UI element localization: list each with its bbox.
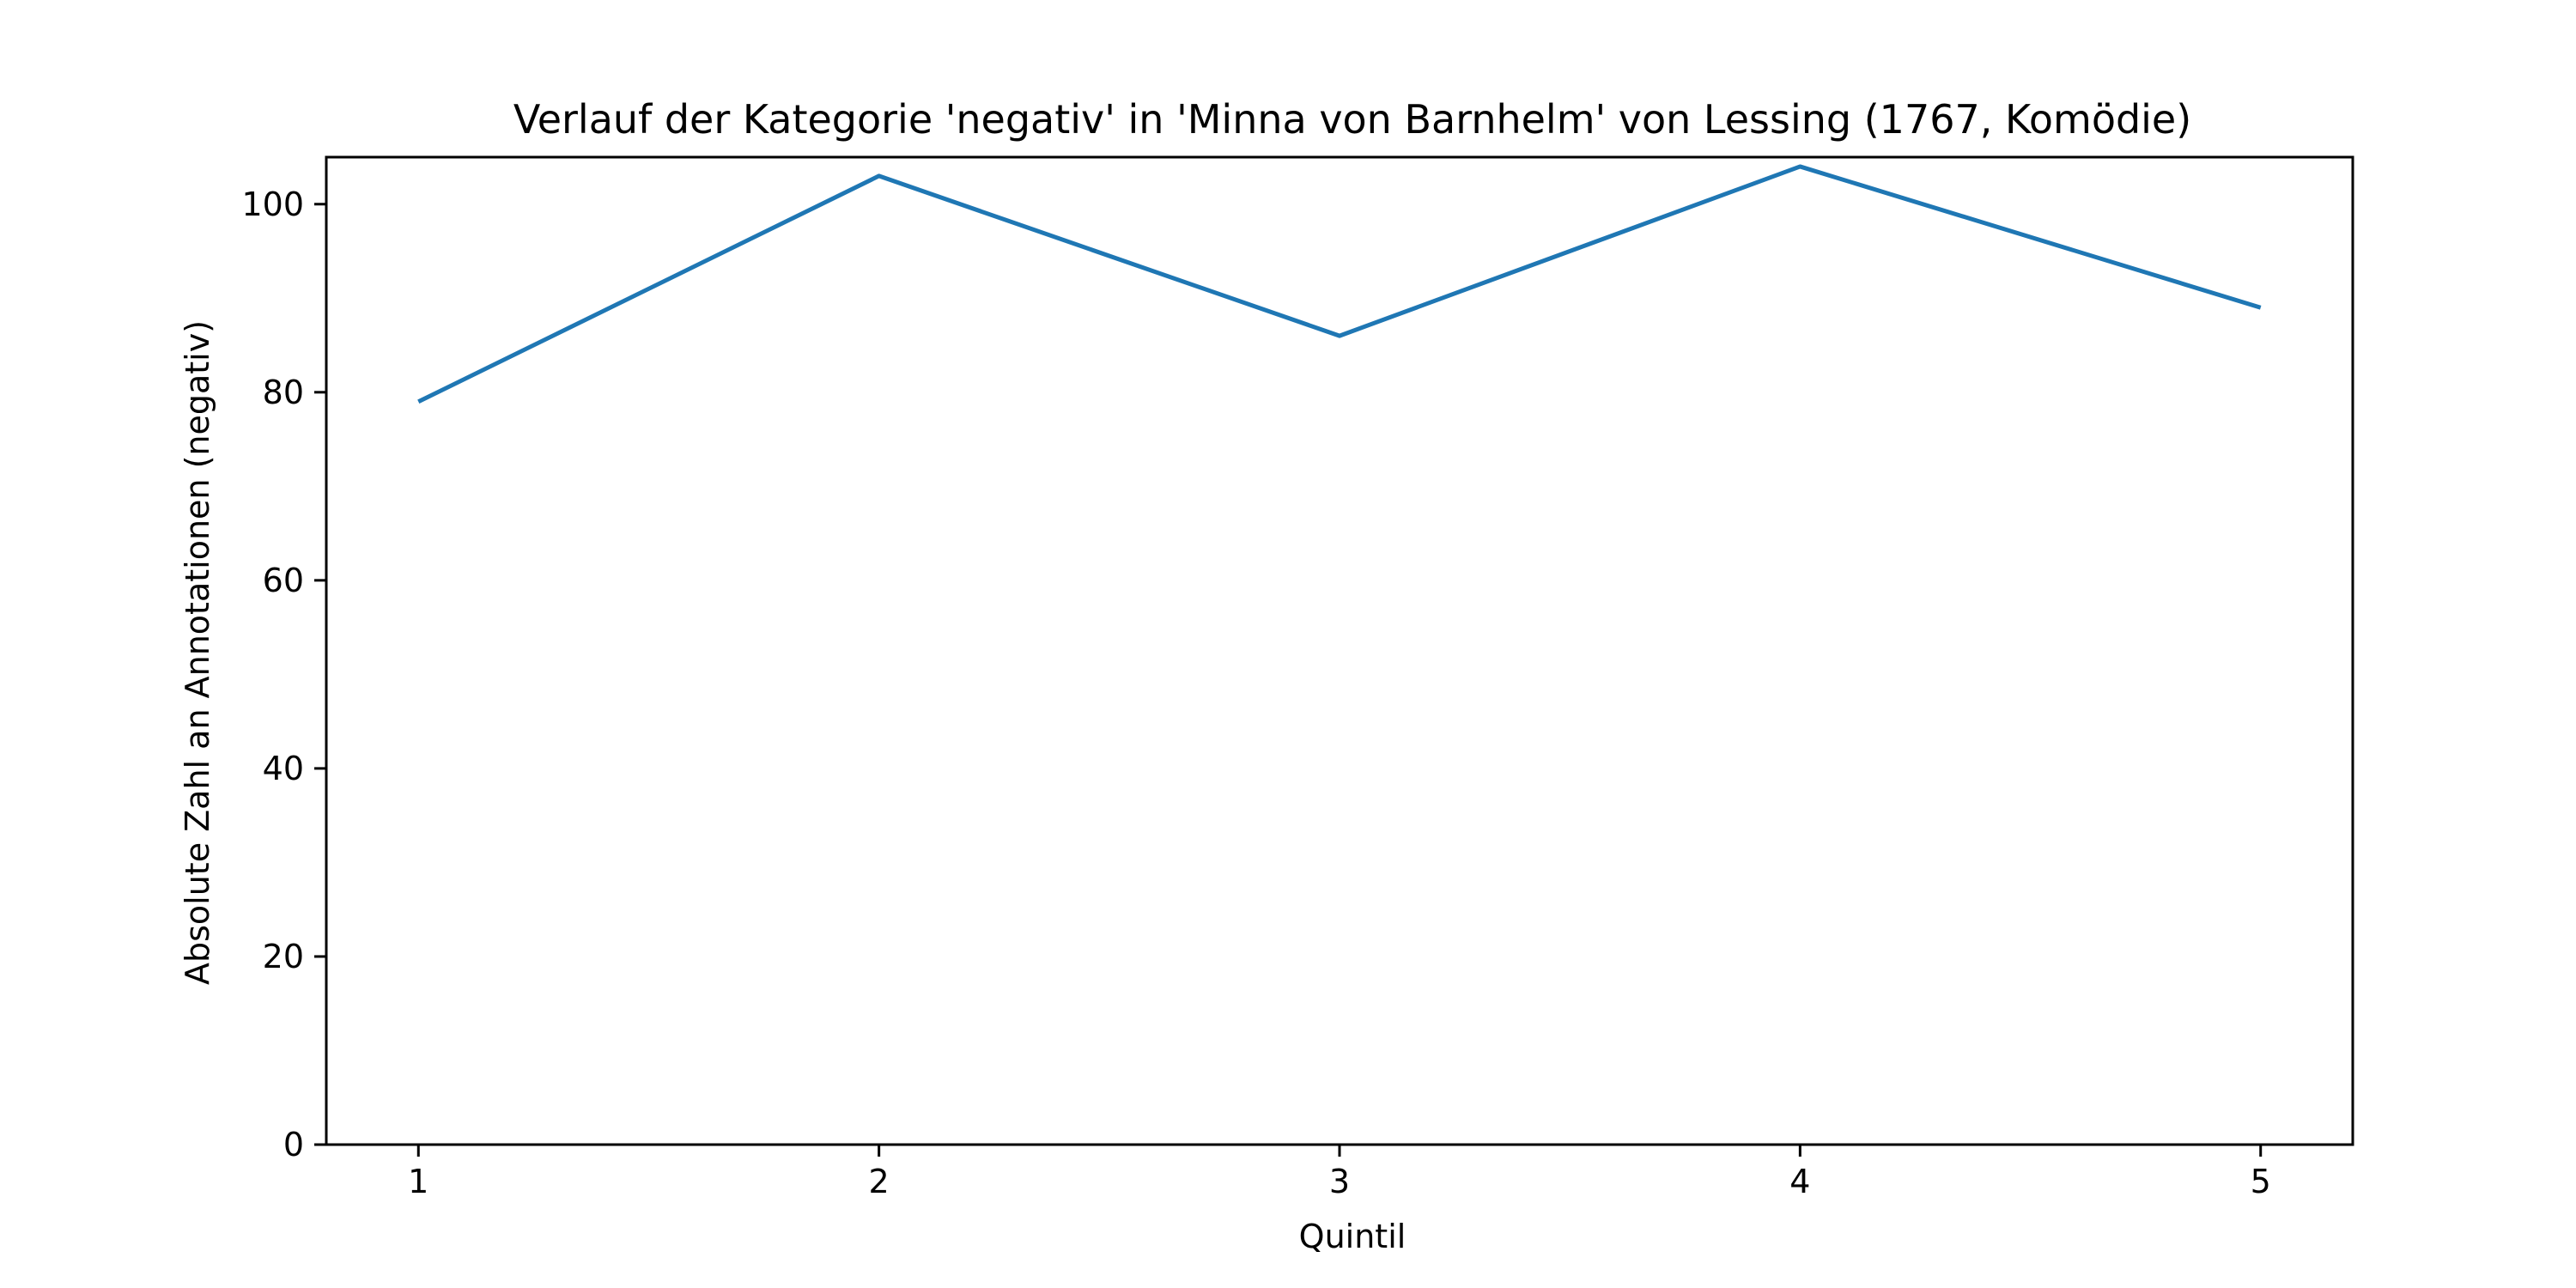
y-tick-label: 60 <box>263 562 304 599</box>
x-tick-label: 4 <box>1789 1163 1810 1200</box>
y-tick-label: 80 <box>263 374 304 411</box>
series-line <box>417 164 2262 404</box>
y-tick-label: 0 <box>283 1126 304 1163</box>
x-axis-label: Quintil <box>1299 1218 1406 1255</box>
series-group <box>417 164 2262 404</box>
plot-frame <box>325 155 2354 1146</box>
y-tick-label: 20 <box>263 938 304 975</box>
x-axis: 1 2 3 4 5 <box>408 1145 2271 1200</box>
x-tick-label: 1 <box>408 1163 428 1200</box>
x-tick-label: 5 <box>2251 1163 2271 1200</box>
y-axis: 0 20 40 60 80 100 <box>241 185 326 1163</box>
y-tick-label: 100 <box>241 185 304 223</box>
y-axis-label: Absolute Zahl an Annotationen (negativ) <box>179 320 216 985</box>
y-tick-label: 40 <box>263 750 304 787</box>
x-tick-label: 2 <box>869 1163 890 1200</box>
chart-title: Verlauf der Kategorie 'negativ' in 'Minn… <box>513 96 2191 143</box>
x-tick-label: 3 <box>1329 1163 1350 1200</box>
